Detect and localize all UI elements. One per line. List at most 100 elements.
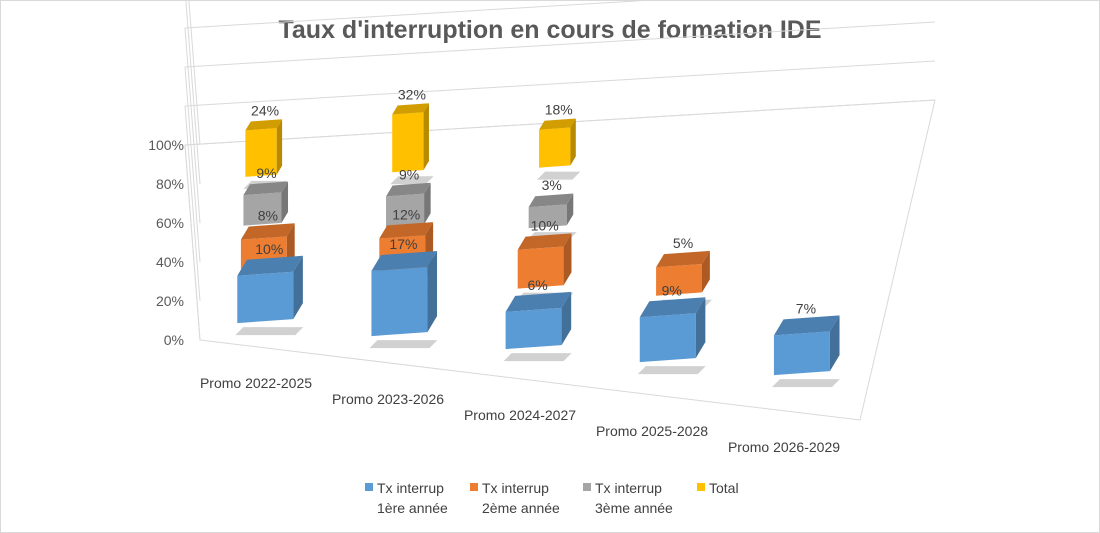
legend-swatch (583, 483, 591, 491)
x-tick-label: Promo 2023-2026 (332, 391, 444, 407)
bar-side (427, 251, 438, 333)
data-label: 5% (673, 235, 693, 251)
x-tick-label: Promo 2024-2027 (464, 407, 576, 423)
bar-top (371, 251, 438, 272)
bar-top (386, 182, 431, 197)
bar-side (563, 233, 572, 286)
bar-shadow (235, 327, 304, 336)
bar-shadow (637, 366, 706, 375)
bar-top (528, 193, 574, 208)
bar-front (392, 112, 424, 173)
bar-side (423, 103, 429, 170)
bar-top (392, 103, 429, 115)
gridline-side (184, 27, 201, 224)
legend-label: Tx interrup 3ème année (595, 480, 673, 516)
bar-shadow (390, 176, 434, 185)
bar-front (371, 267, 428, 337)
chart-title: Taux d'interruption en cours de formatio… (278, 16, 822, 44)
bar-top (237, 255, 303, 276)
data-label: 10% (531, 218, 559, 234)
y-tick-label: 60% (156, 215, 184, 231)
x-tick-label: Promo 2025-2028 (596, 423, 708, 439)
x-tick-label: Promo 2022-2025 (200, 375, 312, 391)
bar-shadow (503, 353, 572, 362)
bar-shadow (771, 379, 840, 388)
y-tick-label: 100% (148, 137, 184, 153)
bar-side (561, 291, 572, 346)
bar-side (281, 181, 289, 223)
bar-side (293, 255, 303, 320)
bar-1-5 (771, 315, 840, 388)
x-tick-label: Promo 2026-2029 (728, 439, 840, 455)
bar-front (528, 204, 567, 229)
data-label: 32% (398, 86, 426, 102)
legend-swatch (697, 483, 705, 491)
bar-side (702, 250, 710, 293)
y-tick-label: 80% (156, 176, 184, 192)
data-label: 3% (542, 177, 562, 193)
bar-top (539, 118, 576, 130)
bar-side (570, 118, 576, 166)
bar-front (539, 127, 571, 168)
y-tick-label: 0% (164, 332, 184, 348)
bar-front (639, 313, 696, 363)
bar-shadow (537, 171, 581, 180)
chart-legend: Tx interrup 1ère année Tx interrup 2ème a… (0, 478, 1100, 518)
gridline-side (184, 66, 201, 263)
bar-shadow (369, 340, 438, 349)
bar-top (517, 233, 572, 250)
bar-3-3 (526, 193, 577, 241)
gridline-side (185, 0, 201, 185)
bar-front (237, 271, 294, 324)
legend-label: Tx interrup 1ère année (377, 480, 448, 516)
bar-front (517, 246, 564, 289)
data-label: 9% (399, 166, 419, 182)
bar-top (639, 297, 706, 318)
bar-side (276, 119, 283, 175)
gridline-side (184, 144, 201, 341)
data-label: 18% (545, 102, 573, 118)
bar-top (656, 250, 710, 268)
data-label: 9% (256, 165, 276, 181)
bar-front (245, 128, 277, 177)
data-label: 12% (392, 206, 420, 222)
bar-top (245, 119, 283, 131)
gridline-side (188, 0, 201, 146)
bar-side (695, 297, 706, 359)
bar-front (505, 307, 562, 350)
bar-side (829, 315, 840, 372)
bar-4-2 (390, 103, 434, 185)
bar-front (773, 331, 830, 376)
bar-front (243, 192, 282, 226)
bar-1-4 (637, 297, 706, 375)
bar-top (243, 181, 289, 196)
data-label: 17% (389, 236, 417, 252)
y-tick-label: 40% (156, 254, 184, 270)
bar-front (386, 193, 425, 227)
y-tick-label: 20% (156, 293, 184, 309)
data-label: 10% (255, 241, 283, 257)
bar-1-1 (235, 255, 304, 336)
bar-top (240, 223, 295, 240)
data-label: 8% (258, 208, 278, 224)
gridline (184, 21, 936, 68)
gridline-side (184, 105, 201, 302)
bar-top (505, 291, 572, 312)
bar-1-2 (369, 251, 438, 349)
legend-label: Tx interrup 2ème année (482, 480, 560, 516)
bar-side (566, 193, 574, 226)
bar-side (424, 182, 431, 225)
data-label: 9% (662, 282, 682, 298)
bar-4-3 (537, 118, 581, 180)
bar-front (656, 263, 702, 296)
data-label: 7% (796, 300, 816, 316)
legend-swatch (470, 483, 478, 491)
bar-1-3 (503, 291, 572, 362)
gridline (184, 0, 661, 29)
data-label: 6% (527, 277, 547, 293)
bar-top (379, 222, 434, 239)
gridline (184, 60, 936, 107)
legend-label: Total (709, 480, 739, 496)
bar-top (773, 315, 840, 336)
